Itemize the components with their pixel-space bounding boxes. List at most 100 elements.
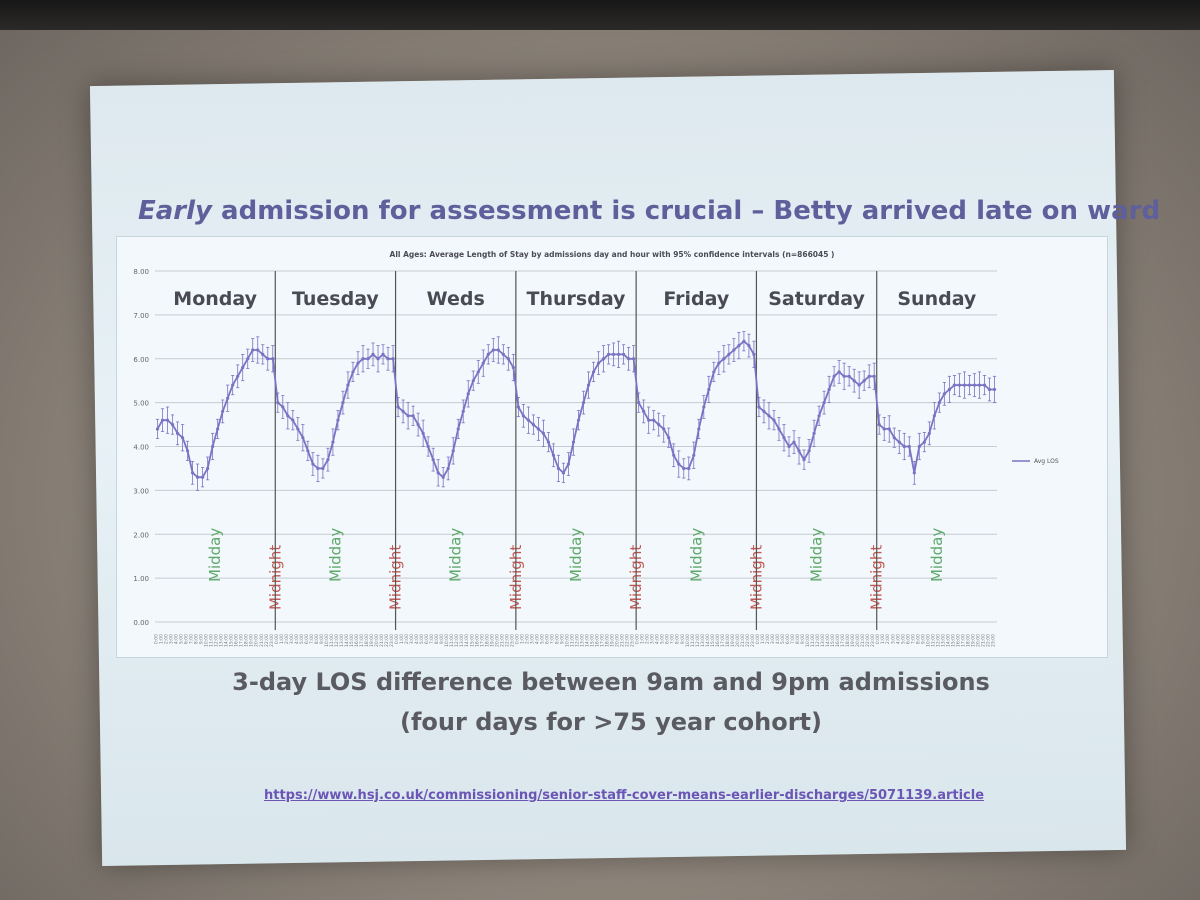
source-link[interactable]: https://www.hsj.co.uk/commissioning/seni…: [264, 788, 985, 803]
data-point: [451, 449, 455, 453]
data-point: [546, 440, 551, 444]
data-point: [201, 475, 205, 479]
x-tick-label: 3:00: [890, 634, 896, 644]
x-tick-label: 3:00: [169, 634, 175, 644]
x-tick-label: 3:00: [650, 634, 656, 644]
x-tick-label: 5:00: [419, 634, 425, 644]
los-chart-svg: All Ages: Average Length of Stay by admi…: [133, 250, 1059, 647]
x-tick-label: 16:00: [955, 634, 961, 647]
x-tick-label: 20:00: [374, 634, 380, 647]
x-tick-label: 4:00: [534, 634, 540, 644]
data-point: [882, 427, 886, 431]
x-tick-label: 21:00: [259, 634, 265, 647]
x-tick-label: 16:00: [354, 634, 360, 647]
data-point: [611, 352, 616, 356]
x-tick-label: 15:00: [469, 634, 475, 647]
x-tick-label: 4:00: [775, 634, 781, 644]
x-tick-label: 2:00: [404, 634, 410, 644]
x-tick-label: 6:00: [424, 634, 430, 644]
day-label-thursday: Thursday: [527, 288, 627, 310]
data-point: [431, 458, 435, 462]
data-point: [977, 383, 982, 387]
x-tick-label: 19:00: [249, 634, 255, 647]
data-point: [326, 458, 330, 462]
data-point: [952, 383, 956, 387]
x-tick-label: 20:00: [254, 634, 260, 647]
x-tick-label: 8:00: [675, 634, 681, 644]
data-point: [787, 444, 791, 449]
midday-marker: Midday: [206, 528, 224, 582]
data-point: [411, 414, 415, 418]
x-tick-label: 2:00: [885, 634, 891, 644]
x-tick-label: 11:00: [810, 634, 816, 647]
data-point: [386, 357, 390, 361]
x-tick-label: 12:00: [214, 634, 220, 647]
x-tick-label: 1:00: [760, 634, 766, 644]
data-point: [957, 383, 962, 387]
data-point: [862, 379, 866, 383]
y-tick-label: 2.00: [133, 531, 149, 539]
x-tick-label: 16:00: [595, 634, 601, 647]
x-tick-label: 18:00: [725, 634, 731, 647]
x-tick-label: 9:00: [439, 634, 445, 644]
x-tick-label: 14:00: [464, 634, 470, 647]
day-label-tuesday: Tuesday: [292, 288, 379, 310]
x-tick-label: 5:00: [900, 634, 906, 644]
data-point: [677, 462, 681, 466]
data-point: [827, 387, 831, 392]
x-tick-label: 10:00: [204, 634, 210, 647]
data-point: [406, 414, 410, 418]
data-point: [311, 462, 315, 466]
x-tick-label: 18:00: [845, 634, 851, 647]
x-tick-label: 22:00: [264, 634, 270, 647]
x-tick-label: 21:00: [980, 634, 986, 647]
x-tick-label: 21:00: [499, 634, 505, 647]
data-point: [591, 370, 596, 374]
data-point: [281, 405, 285, 409]
data-point: [556, 466, 561, 471]
data-point: [381, 352, 385, 356]
legend-label: Avg LOS: [1034, 458, 1059, 465]
x-tick-label: 23:00: [870, 634, 876, 647]
data-point: [421, 431, 425, 435]
day-label-monday: Monday: [173, 288, 257, 310]
data-point: [802, 458, 806, 462]
data-point: [436, 471, 440, 475]
chart-title: All Ages: Average Length of Stay by admi…: [390, 250, 835, 259]
data-point: [932, 414, 936, 418]
x-tick-label: 3:00: [770, 634, 776, 644]
y-tick-label: 3.00: [133, 487, 149, 495]
x-tick-label: 9:00: [199, 634, 205, 644]
x-tick-label: 19:00: [850, 634, 856, 647]
x-tick-label: 18:00: [244, 634, 250, 647]
x-tick-label: 4:00: [174, 634, 180, 644]
x-tick-label: 16:00: [715, 634, 721, 647]
x-tick-label: 2:00: [524, 634, 530, 644]
data-point: [261, 352, 265, 356]
data-point: [792, 440, 796, 444]
x-tick-label: 5:00: [539, 634, 545, 644]
x-tick-label: 16:00: [835, 634, 841, 647]
data-point: [276, 401, 280, 405]
x-tick-label: 7:00: [670, 634, 676, 644]
x-tick-label: 1:00: [640, 634, 646, 644]
x-tick-label: 4:00: [414, 634, 420, 644]
x-tick-label: 23:00: [509, 634, 515, 647]
data-point: [867, 374, 871, 378]
data-point: [992, 387, 997, 392]
caption-los-difference: 3-day LOS difference between 9am and 9pm…: [232, 668, 990, 696]
x-tick-label: 19:00: [730, 634, 736, 647]
data-point: [231, 383, 235, 387]
data-point: [251, 348, 255, 352]
data-point: [782, 436, 786, 440]
y-tick-label: 0.00: [133, 619, 149, 627]
data-point: [291, 418, 295, 422]
x-tick-label: 22:00: [865, 634, 871, 647]
x-tick-label: 17:00: [840, 634, 846, 647]
x-tick-label: 15:00: [830, 634, 836, 647]
data-point: [371, 352, 375, 356]
data-point: [912, 471, 916, 475]
x-tick-label: 22:00: [625, 634, 631, 647]
data-point: [732, 348, 736, 352]
data-point: [476, 370, 480, 374]
